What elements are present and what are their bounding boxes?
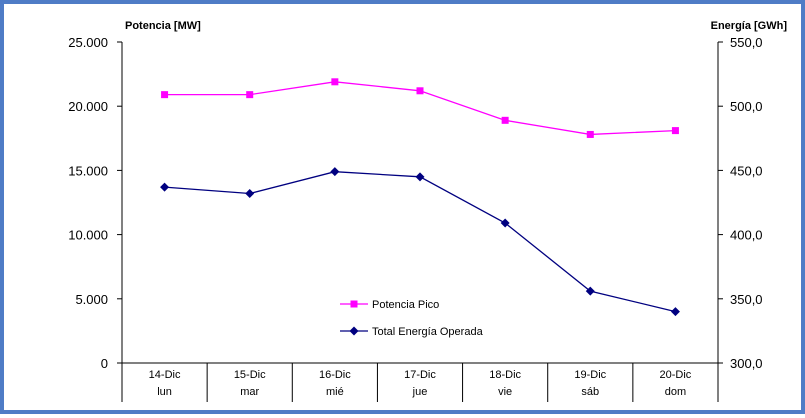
category-day-label: sáb: [581, 386, 599, 398]
right-tick-label: 350,0: [730, 292, 763, 307]
data-point: [160, 182, 170, 192]
category-day-label: mié: [326, 386, 344, 398]
category-day-label: dom: [665, 386, 686, 398]
category-date-label: 16-Dic: [319, 369, 351, 381]
data-point: [671, 127, 679, 135]
category-day-label: lun: [157, 386, 172, 398]
right-axis-title: Energía [GWh]: [711, 20, 788, 32]
data-point: [670, 307, 680, 317]
category-date-label: 15-Dic: [234, 369, 266, 381]
series-layer: [160, 78, 680, 317]
series-line: [164, 171, 676, 313]
left-tick-label: 10.000: [68, 228, 108, 243]
data-point: [500, 218, 510, 228]
data-point: [415, 172, 425, 182]
category-date-label: 20-Dic: [660, 369, 692, 381]
axes: 0 5.000 10.000 15.000 20.000 25.000 300,0 350,0…: [68, 35, 763, 402]
data-point: [331, 78, 339, 86]
right-tick-label: 450,0: [730, 163, 763, 178]
data-point: [330, 167, 340, 177]
left-tick-label: 20.000: [68, 99, 108, 114]
right-tick-label: 500,0: [730, 99, 763, 114]
data-point: [246, 91, 254, 99]
right-tick-label: 300,0: [730, 356, 763, 371]
series-1: [160, 167, 680, 317]
line-chart: Potencia [MW] Energía [GWh] 0 5.000 10.000…: [68, 20, 788, 402]
legend-label: Potencia Pico: [372, 299, 439, 311]
series-0: [161, 78, 679, 138]
legend-entry: Total Energía Operada: [340, 326, 484, 338]
left-axis-title: Potencia [MW]: [125, 20, 201, 32]
data-point: [586, 130, 594, 138]
data-point: [161, 91, 169, 99]
right-tick-label: 400,0: [730, 228, 763, 243]
category-date-label: 17-Dic: [404, 369, 436, 381]
legend-label: Total Energía Operada: [372, 326, 484, 338]
data-point: [245, 189, 255, 199]
left-tick-label: 0: [101, 356, 108, 371]
category-day-label: vie: [498, 386, 512, 398]
data-point: [585, 286, 595, 296]
left-tick-label: 5.000: [75, 292, 108, 307]
data-point: [416, 87, 424, 95]
right-tick-label: 550,0: [730, 35, 763, 50]
left-tick-label: 15.000: [68, 163, 108, 178]
left-tick-label: 25.000: [68, 35, 108, 50]
category-date-label: 14-Dic: [149, 369, 181, 381]
category-day-label: mar: [240, 386, 259, 398]
legend-entry: Potencia Pico: [340, 299, 439, 311]
category-date-label: 18-Dic: [489, 369, 521, 381]
data-point: [501, 116, 509, 124]
category-day-label: jue: [412, 386, 428, 398]
legend-marker: [350, 300, 358, 308]
legend: Potencia Pico Total Energía Operada: [340, 299, 484, 338]
legend-marker: [349, 326, 359, 336]
category-date-label: 19-Dic: [574, 369, 606, 381]
